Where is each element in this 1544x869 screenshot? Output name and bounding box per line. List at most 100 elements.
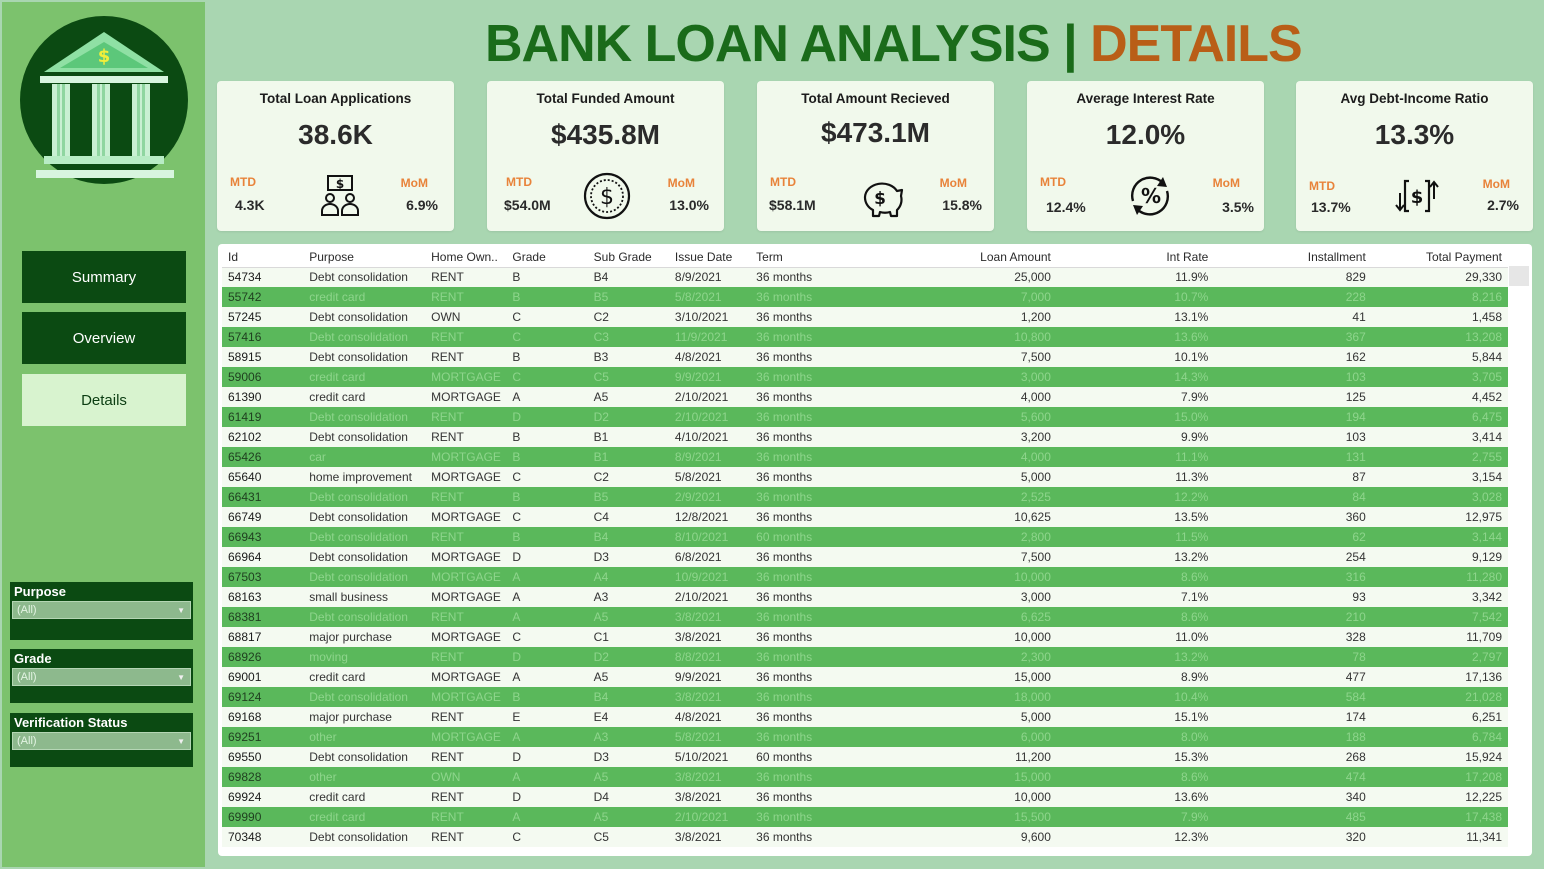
table-cell: MORTGAGE <box>425 587 507 607</box>
column-header[interactable]: Installment <box>1214 247 1372 268</box>
table-cell: 8/9/2021 <box>668 447 751 467</box>
table-row[interactable]: 65426 car MORTGAGE B B1 8/9/2021 36 months 4,00… <box>222 447 1508 467</box>
mtd-label: MTD <box>1040 175 1066 189</box>
table-row[interactable]: 66964 Debt consolidation MORTGAGE D D3 6/8/20… <box>222 547 1508 567</box>
table-cell: RENT <box>425 327 507 347</box>
table-cell: 69990 <box>222 807 304 827</box>
table-cell: 65640 <box>222 467 304 487</box>
table-cell: RENT <box>425 527 507 547</box>
table-row[interactable]: 62102 Debt consolidation RENT B B1 4/10/2021 3… <box>222 427 1508 447</box>
column-header[interactable]: Loan Amount <box>872 247 1057 268</box>
grade-dropdown[interactable]: (All) ▼ <box>12 668 191 686</box>
table-cell: 11/9/2021 <box>668 327 751 347</box>
loan-details-table[interactable]: Id Purpose Home Own.. Grade Sub Grade Issue D… <box>218 244 1532 856</box>
table-row[interactable]: 65640 home improvement MORTGAGE C C2 5/8/2021… <box>222 467 1508 487</box>
table-cell: A3 <box>587 587 669 607</box>
table-cell: 11.5% <box>1056 527 1215 547</box>
table-row[interactable]: 55742 credit card RENT B B5 5/8/2021 36 months… <box>222 287 1508 307</box>
table-cell: 131 <box>1214 447 1372 467</box>
column-header[interactable]: Issue Date <box>668 247 751 268</box>
table-row[interactable]: 66431 Debt consolidation RENT B B5 2/9/2021 36… <box>222 487 1508 507</box>
table-row[interactable]: 67503 Debt consolidation MORTGAGE A A4 10/9/2… <box>222 567 1508 587</box>
column-header[interactable]: Grade <box>506 247 588 268</box>
table-cell: 2/10/2021 <box>668 587 751 607</box>
table-cell: 9/9/2021 <box>668 667 751 687</box>
table-row[interactable]: 61390 credit card MORTGAGE A A5 2/10/2021 36 m… <box>222 387 1508 407</box>
table-row[interactable]: 69001 credit card MORTGAGE A A5 9/9/2021 36 mo… <box>222 667 1508 687</box>
kpi-title: Total Funded Amount <box>536 91 675 106</box>
table-cell: 3,154 <box>1371 467 1508 487</box>
table-row[interactable]: 69168 major purchase RENT E E4 4/8/2021 36 mon… <box>222 707 1508 727</box>
table-row[interactable]: 70348 Debt consolidation RENT C C5 3/8/2021 36… <box>222 827 1508 847</box>
column-header[interactable]: Term <box>750 247 873 268</box>
table-cell: 7.1% <box>1056 587 1215 607</box>
column-header[interactable]: Int Rate <box>1056 247 1215 268</box>
mtd-value: $58.1M <box>769 197 816 213</box>
table-cell: C5 <box>587 827 669 847</box>
table-row[interactable]: 57245 Debt consolidation OWN C C2 3/10/2021 36… <box>222 307 1508 327</box>
table-row[interactable]: 58915 Debt consolidation RENT B B3 4/8/2021 36… <box>222 347 1508 367</box>
column-header[interactable]: Home Own.. <box>425 247 507 268</box>
table-cell: A <box>506 807 588 827</box>
column-header[interactable]: Id <box>222 247 304 268</box>
table-cell: Debt consolidation <box>303 687 426 707</box>
table-cell: A <box>506 767 588 787</box>
table-row[interactable]: 69990 credit card RENT A A5 2/10/2021 36 month… <box>222 807 1508 827</box>
table-cell: 3,144 <box>1371 527 1508 547</box>
table-row[interactable]: 69828 other OWN A A5 3/8/2021 36 months 15,000 8… <box>222 767 1508 787</box>
table-cell: 4,000 <box>872 387 1057 407</box>
table-row[interactable]: 68926 moving RENT D D2 8/8/2021 36 months 2,300… <box>222 647 1508 667</box>
table-cell: 10,800 <box>872 327 1057 347</box>
summary-button[interactable]: Summary <box>22 251 186 303</box>
table-cell: 9/9/2021 <box>668 367 751 387</box>
table-row[interactable]: 69251 other MORTGAGE A A3 5/8/2021 36 months 6,… <box>222 727 1508 747</box>
table-cell: 477 <box>1214 667 1372 687</box>
table-row[interactable]: 54734 Debt consolidation RENT B B4 8/9/2021 36… <box>222 267 1508 287</box>
verification-dropdown[interactable]: (All) ▼ <box>12 732 191 750</box>
table-row[interactable]: 68163 small business MORTGAGE A A3 2/10/2021 3… <box>222 587 1508 607</box>
table-cell: 485 <box>1214 807 1372 827</box>
table-cell: B4 <box>587 267 669 287</box>
table-cell: 36 months <box>750 627 873 647</box>
table-row[interactable]: 59006 credit card MORTGAGE C C5 9/9/2021 36 mo… <box>222 367 1508 387</box>
column-header[interactable]: Purpose <box>303 247 426 268</box>
table-row[interactable]: 69124 Debt consolidation MORTGAGE B B4 3/8/20… <box>222 687 1508 707</box>
table-cell: 7,500 <box>872 347 1057 367</box>
table-row[interactable]: 69924 credit card RENT D D4 3/8/2021 36 months… <box>222 787 1508 807</box>
table-cell: 36 months <box>750 347 873 367</box>
table-cell: 4/8/2021 <box>668 707 751 727</box>
table-cell: credit card <box>303 287 426 307</box>
kpi-title: Average Interest Rate <box>1076 91 1215 106</box>
table-cell: 103 <box>1214 427 1372 447</box>
table-cell: A <box>506 387 588 407</box>
column-header[interactable]: Sub Grade <box>587 247 669 268</box>
table-cell: 11,200 <box>872 747 1057 767</box>
table-cell: RENT <box>425 407 507 427</box>
table-cell: 36 months <box>750 367 873 387</box>
table-cell: 15.3% <box>1056 747 1215 767</box>
table-row[interactable]: 66749 Debt consolidation MORTGAGE C C4 12/8/2… <box>222 507 1508 527</box>
table-row[interactable]: 57416 Debt consolidation RENT C C3 11/9/2021 3… <box>222 327 1508 347</box>
table-cell: 228 <box>1214 287 1372 307</box>
overview-button[interactable]: Overview <box>22 312 186 364</box>
table-cell: 3/8/2021 <box>668 767 751 787</box>
purpose-dropdown[interactable]: (All) ▼ <box>12 601 191 619</box>
mom-value: 13.0% <box>669 197 709 213</box>
column-header[interactable]: Total Payment <box>1371 247 1508 268</box>
table-row[interactable]: 69550 Debt consolidation RENT D D3 5/10/2021 6… <box>222 747 1508 767</box>
table-cell: 3,342 <box>1371 587 1508 607</box>
table-cell: A <box>506 567 588 587</box>
table-row[interactable]: 61419 Debt consolidation RENT D D2 2/10/2021 3… <box>222 407 1508 427</box>
table-scrollbar[interactable] <box>1509 266 1529 286</box>
table-row[interactable]: 66943 Debt consolidation RENT B B4 8/10/2021 6… <box>222 527 1508 547</box>
table-row[interactable]: 68381 Debt consolidation RENT A A5 3/8/2021 36… <box>222 607 1508 627</box>
kpi-title: Total Amount Recieved <box>801 91 950 106</box>
table-cell: 69251 <box>222 727 304 747</box>
table-cell: C <box>506 507 588 527</box>
table-row[interactable]: 68817 major purchase MORTGAGE C C1 3/8/2021 36… <box>222 627 1508 647</box>
page-title-accent: DETAILS <box>1090 15 1303 73</box>
table-cell: 3,000 <box>872 367 1057 387</box>
details-button[interactable]: Details <box>22 374 186 426</box>
table-cell: 13,208 <box>1371 327 1508 347</box>
table-cell: E <box>506 707 588 727</box>
